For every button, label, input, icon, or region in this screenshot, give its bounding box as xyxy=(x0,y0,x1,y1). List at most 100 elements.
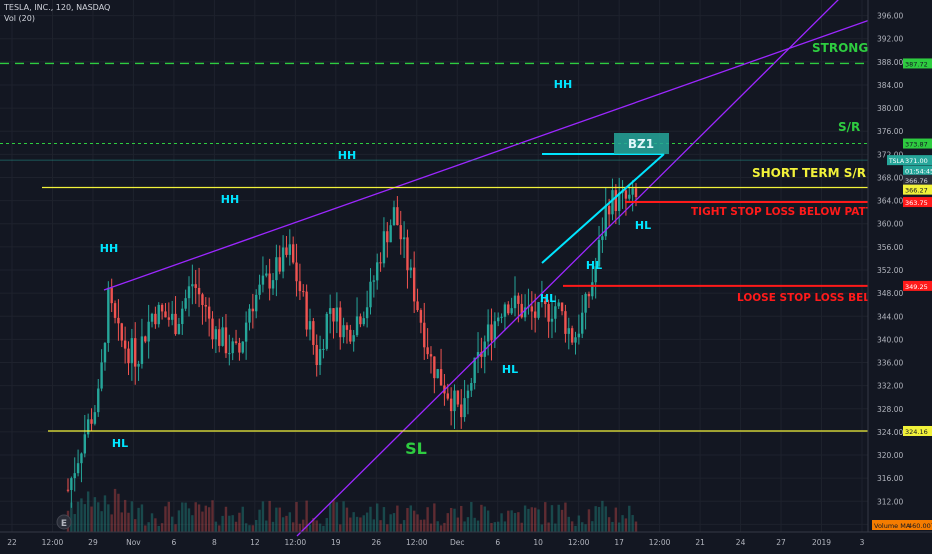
swing-label-hl-5: HL xyxy=(112,437,128,450)
volume-bar-34 xyxy=(181,502,184,532)
volume-bar-14 xyxy=(113,488,117,532)
candle-body-25 xyxy=(150,313,154,322)
volume-bar-43 xyxy=(211,500,214,532)
volume-bar-103 xyxy=(412,510,416,532)
candle-body-37 xyxy=(191,284,194,287)
volume-bar-28 xyxy=(160,523,164,532)
price-tick-5: 328.00 xyxy=(877,405,903,414)
candle-body-45 xyxy=(218,329,221,346)
volume-bar-132 xyxy=(510,510,513,532)
candle-body-104 xyxy=(416,301,419,311)
volume-bar-128 xyxy=(497,521,500,532)
candle-body-134 xyxy=(517,295,520,304)
candle-body-90 xyxy=(369,281,372,308)
price-tick-10: 348.00 xyxy=(877,289,903,298)
volume-bar-124 xyxy=(483,506,486,532)
price-label-bg-2 xyxy=(903,155,932,166)
candle-body-12 xyxy=(107,287,110,343)
candle-body-169 xyxy=(634,188,638,198)
volume-bar-166 xyxy=(624,518,628,532)
volume-bar-137 xyxy=(527,508,530,532)
volume-bar-6 xyxy=(86,491,90,532)
volume-bar-74 xyxy=(315,520,318,532)
candle-body-140 xyxy=(537,302,540,318)
candle-body-100 xyxy=(402,237,406,240)
volume-bar-55 xyxy=(251,525,255,532)
volume-bar-39 xyxy=(197,504,201,532)
price-label-bg-7 xyxy=(903,280,932,291)
volume-bar-58 xyxy=(261,501,265,532)
swing-label-hh-1: HH xyxy=(554,78,572,91)
volume-legend[interactable]: Vol (20) xyxy=(4,14,35,23)
price-label-bg-6 xyxy=(903,197,932,208)
volume-bar-107 xyxy=(426,507,429,532)
price-axis: 308.00312.00316.00320.00324.00328.00332.… xyxy=(867,0,932,550)
volume-bar-40 xyxy=(201,511,204,532)
volume-bar-13 xyxy=(110,514,113,532)
bz1-label: BZ1 xyxy=(628,137,654,151)
volume-bar-11 xyxy=(103,495,107,532)
candle-body-110 xyxy=(436,369,439,379)
price-label-6: 363.75 xyxy=(905,199,928,207)
time-tick-8: 19 xyxy=(331,538,341,547)
volume-bar-160 xyxy=(604,506,607,532)
candle-body-147 xyxy=(560,302,564,312)
volume-bar-3 xyxy=(76,501,80,532)
volume-bar-37 xyxy=(191,515,194,532)
volume-bar-87 xyxy=(359,517,362,532)
candle-body-107 xyxy=(426,347,429,355)
price-tick-12: 356.00 xyxy=(877,243,903,252)
candle-body-144 xyxy=(550,318,554,322)
volume-bar-4 xyxy=(80,498,83,532)
candle-body-97 xyxy=(392,207,396,226)
candle-body-105 xyxy=(419,310,423,323)
candle-body-18 xyxy=(127,348,130,364)
volume-bar-24 xyxy=(147,522,150,532)
time-tick-4: 6 xyxy=(172,538,177,547)
time-tick-0: 22 xyxy=(7,538,17,547)
candle-body-60 xyxy=(268,273,271,289)
volume-bar-73 xyxy=(312,517,315,532)
candle-body-67 xyxy=(291,244,295,263)
volume-bar-143 xyxy=(547,522,550,532)
price-tick-18: 380.00 xyxy=(877,104,903,113)
candle-body-82 xyxy=(342,325,345,338)
volume-bar-156 xyxy=(591,521,594,532)
candle-body-55 xyxy=(251,308,255,312)
volume-bar-8 xyxy=(93,497,97,532)
candle-body-59 xyxy=(265,273,268,276)
time-tick-12: 6 xyxy=(495,538,500,547)
symbol-legend[interactable]: TESLA, INC., 120, NASDAQ xyxy=(4,3,111,12)
candle-body-89 xyxy=(365,307,369,319)
volume-ma-badge xyxy=(872,520,932,530)
volume-bar-148 xyxy=(564,502,567,532)
candle-body-35 xyxy=(184,298,187,309)
volume-bar-10 xyxy=(100,511,103,532)
company-logo-mark: E xyxy=(61,519,67,529)
volume-bar-131 xyxy=(507,510,510,532)
volume-bar-67 xyxy=(291,522,295,532)
candle-body-87 xyxy=(359,316,362,325)
candle-body-167 xyxy=(628,194,631,199)
candle-body-145 xyxy=(554,306,557,319)
candle-body-38 xyxy=(194,284,197,288)
candle-body-84 xyxy=(349,329,352,342)
candle-body-5 xyxy=(83,434,87,454)
price-tick-15: 368.00 xyxy=(877,173,903,182)
volume-bar-2 xyxy=(73,514,76,532)
volume-bar-1 xyxy=(70,502,73,532)
candle-body-131 xyxy=(507,304,510,314)
candle-body-16 xyxy=(120,323,123,341)
volume-bar-102 xyxy=(409,505,413,532)
volume-bar-25 xyxy=(150,513,154,532)
candle-body-158 xyxy=(597,240,601,267)
volume-bar-63 xyxy=(278,507,281,532)
price-label-5: 366.27 xyxy=(905,187,928,195)
candle-body-58 xyxy=(261,275,265,285)
candle-body-126 xyxy=(490,324,493,341)
time-tick-10: 12:00 xyxy=(406,538,428,547)
